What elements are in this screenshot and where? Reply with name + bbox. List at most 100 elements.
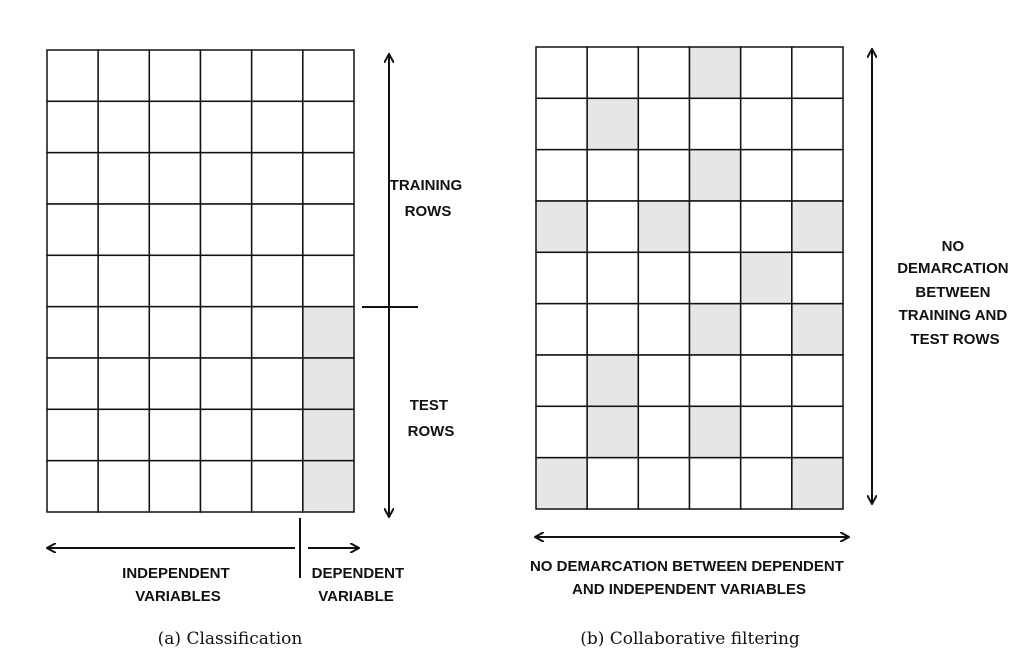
grid-cell bbox=[637, 405, 691, 459]
grid-cell bbox=[688, 456, 742, 510]
grid-cell bbox=[739, 405, 793, 459]
grid-cell-shaded bbox=[586, 405, 640, 459]
grid-cell-shaded bbox=[302, 408, 355, 462]
grid-cell bbox=[46, 408, 99, 462]
grid-cell-shaded bbox=[688, 405, 742, 459]
dependent-variable-label: DEPENDENT VARIABLE bbox=[312, 565, 409, 605]
grid-cell-shaded bbox=[688, 46, 742, 100]
grid-cell-shaded bbox=[586, 97, 640, 151]
grid-cell bbox=[535, 302, 588, 356]
grid-cell bbox=[637, 354, 691, 408]
grid-cell bbox=[688, 354, 742, 408]
grid-cell bbox=[739, 97, 793, 151]
grid-cell bbox=[97, 49, 151, 103]
grid-cell bbox=[199, 459, 253, 513]
grid-cell bbox=[739, 456, 793, 510]
grid-cell bbox=[637, 97, 691, 151]
grid-cell bbox=[739, 200, 793, 254]
grid-cell bbox=[637, 302, 691, 356]
grid-cell bbox=[199, 100, 253, 154]
grid-cell-shaded bbox=[688, 302, 742, 356]
grid-cell-shaded bbox=[791, 302, 844, 356]
grid-cell bbox=[250, 408, 304, 462]
rows-demarcation-label: NO DEMARCATION BETWEEN TRAINING AND TEST… bbox=[897, 238, 1013, 348]
grid-cell bbox=[46, 151, 99, 205]
grid-cell bbox=[46, 49, 99, 103]
classification-grid bbox=[46, 49, 355, 513]
grid-cell bbox=[199, 254, 253, 308]
grid-cell bbox=[148, 305, 202, 359]
grid-cell bbox=[637, 46, 691, 100]
grid-cell bbox=[199, 203, 253, 257]
grid-cell bbox=[97, 305, 151, 359]
grid-cell-shaded bbox=[586, 354, 640, 408]
training-rows-label: TRAINING ROWS bbox=[390, 177, 467, 220]
grid-cell bbox=[791, 251, 844, 305]
grid-cell bbox=[97, 408, 151, 462]
grid-cell bbox=[535, 354, 588, 408]
grid-cell-shaded bbox=[637, 200, 691, 254]
grid-cell bbox=[46, 357, 99, 411]
grid-cell bbox=[46, 100, 99, 154]
grid-cell-shaded bbox=[535, 200, 588, 254]
grid-cell bbox=[97, 357, 151, 411]
panel-b: NO DEMARCATION BETWEEN TRAINING AND TEST… bbox=[530, 46, 1013, 649]
grid-cell bbox=[586, 46, 640, 100]
grid-cell bbox=[586, 302, 640, 356]
grid-cell-shaded bbox=[302, 305, 355, 359]
collaborative-filtering-grid bbox=[535, 46, 844, 510]
grid-cell bbox=[791, 148, 844, 202]
grid-cell bbox=[302, 203, 355, 257]
grid-cell bbox=[586, 456, 640, 510]
grid-cell bbox=[199, 408, 253, 462]
independent-variables-label: INDEPENDENT VARIABLES bbox=[122, 565, 234, 605]
grid-cell-shaded bbox=[791, 456, 844, 510]
grid-cell bbox=[637, 251, 691, 305]
grid-cell bbox=[586, 251, 640, 305]
grid-cell bbox=[535, 251, 588, 305]
grid-cell bbox=[148, 49, 202, 103]
grid-cell bbox=[148, 459, 202, 513]
grid-cell bbox=[199, 305, 253, 359]
grid-cell-shaded bbox=[791, 200, 844, 254]
grid-cell bbox=[688, 97, 742, 151]
caption-b: (b) Collaborative filtering bbox=[580, 629, 800, 649]
grid-cell bbox=[250, 100, 304, 154]
grid-cell bbox=[535, 46, 588, 100]
grid-cell bbox=[791, 46, 844, 100]
grid-cell bbox=[97, 459, 151, 513]
grid-cell bbox=[250, 357, 304, 411]
grid-cell bbox=[148, 408, 202, 462]
grid-cell bbox=[250, 305, 304, 359]
grid-cell bbox=[97, 151, 151, 205]
grid-cell bbox=[739, 46, 793, 100]
grid-cell bbox=[250, 459, 304, 513]
grid-cell-shaded bbox=[302, 357, 355, 411]
grid-cell bbox=[46, 459, 99, 513]
grid-cell bbox=[46, 254, 99, 308]
grid-cell bbox=[199, 49, 253, 103]
grid-cell bbox=[148, 203, 202, 257]
grid-cell bbox=[199, 357, 253, 411]
grid-cell bbox=[250, 203, 304, 257]
grid-cell bbox=[250, 151, 304, 205]
grid-cell bbox=[97, 254, 151, 308]
grid-cell bbox=[791, 354, 844, 408]
caption-a: (a) Classification bbox=[158, 629, 303, 649]
grid-cell bbox=[739, 302, 793, 356]
grid-cell bbox=[97, 100, 151, 154]
grid-cell bbox=[148, 151, 202, 205]
columns-demarcation-label: NO DEMARCATION BETWEEN DEPENDENT AND IND… bbox=[530, 558, 848, 598]
grid-cell bbox=[535, 148, 588, 202]
grid-cell bbox=[302, 254, 355, 308]
grid-cell bbox=[535, 405, 588, 459]
grid-cell bbox=[97, 203, 151, 257]
grid-cell bbox=[586, 148, 640, 202]
grid-cell bbox=[148, 254, 202, 308]
grid-cell bbox=[302, 100, 355, 154]
grid-cell-shaded bbox=[739, 251, 793, 305]
grid-cell bbox=[535, 97, 588, 151]
grid-cell bbox=[791, 405, 844, 459]
grid-cell bbox=[148, 357, 202, 411]
